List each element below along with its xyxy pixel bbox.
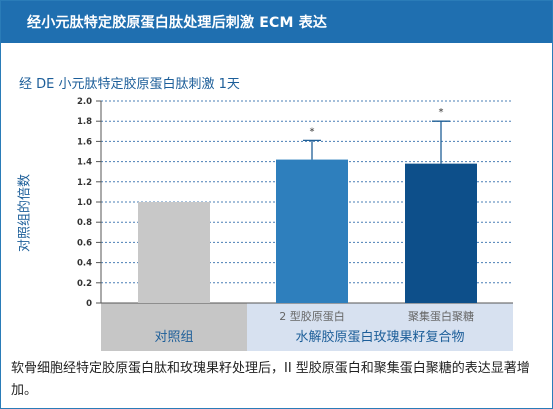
y-tick-label: 0.4 <box>77 259 92 269</box>
category-label: 聚集蛋白聚糖 <box>408 309 474 323</box>
figure-caption: 软骨细胞经特定胶原蛋白肽和玫瑰果籽处理后，II 型胶原蛋白和聚集蛋白聚糖的表达显… <box>11 361 530 398</box>
y-tick-label: 0.8 <box>77 218 92 228</box>
treatment-group-band <box>247 303 513 351</box>
y-tick-label: 2.0 <box>77 97 92 107</box>
significance-marker: * <box>310 126 315 137</box>
category-label: 2 型胶原蛋白 <box>279 309 345 323</box>
group-label-treatment: 水解胶原蛋白玫瑰果籽复合物 <box>295 329 464 345</box>
y-tick-label: 1.6 <box>77 137 92 147</box>
chart-area: 经 DE 小元肽特定胶原蛋白肽刺激 1天 对照组的倍数 <box>1 43 552 353</box>
significance-marker: * <box>439 107 444 118</box>
y-tick-label: 0.6 <box>77 238 92 248</box>
y-tick-label: 1.8 <box>77 117 92 127</box>
group-label-control: 对照组 <box>154 330 193 345</box>
y-tick-label: 0 <box>86 299 92 309</box>
control-group-band <box>101 303 247 351</box>
bar <box>405 163 477 303</box>
y-tick-label: 1.2 <box>77 178 92 188</box>
bar-chart: 0 0.2 0.4 0.6 0.8 1.0 1.2 1.4 1.6 1.8 2.0 * 2 型胶原蛋白 *… <box>77 97 513 351</box>
bar <box>276 159 348 303</box>
y-tick-label: 0.2 <box>77 279 92 289</box>
chart-title: 经 DE 小元肽特定胶原蛋白肽刺激 1天 <box>19 77 240 92</box>
panel-title: 经小元肽特定胶原蛋白肽处理后刺激 ECM 表达 <box>27 15 328 31</box>
header-bar: 经小元肽特定胶原蛋白肽处理后刺激 ECM 表达 <box>1 1 552 43</box>
y-tick-label: 1.0 <box>77 198 92 208</box>
y-tick-label: 1.4 <box>77 158 92 168</box>
bar <box>138 202 210 303</box>
